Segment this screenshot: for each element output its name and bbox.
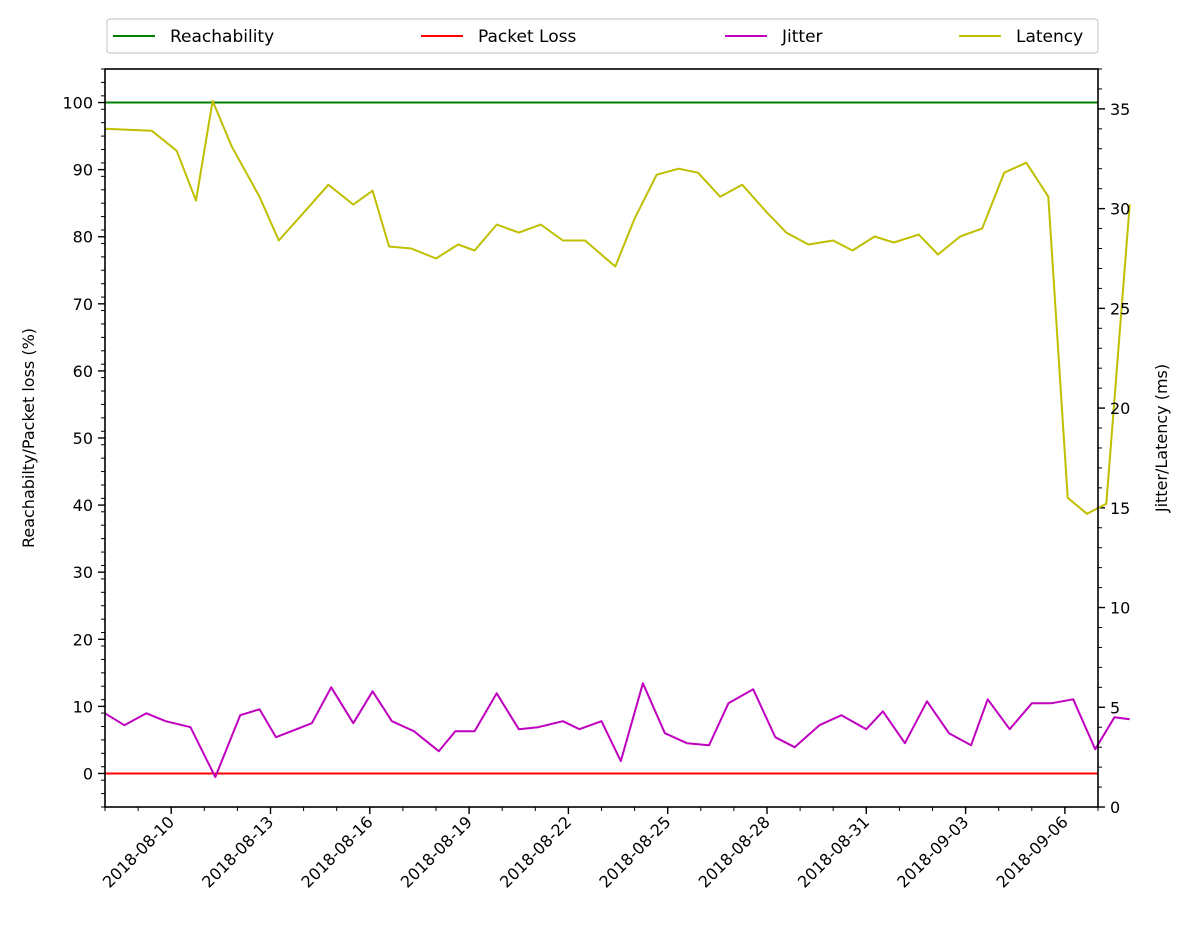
right-tick-label: 25 bbox=[1110, 299, 1130, 318]
axis-ticks bbox=[98, 68, 1105, 814]
series-line-latency bbox=[104, 99, 1131, 515]
right-tick-label: 10 bbox=[1110, 599, 1130, 618]
left-tick-label: 80 bbox=[73, 228, 93, 247]
left-tick-label: 0 bbox=[83, 764, 93, 783]
right-tick-label: 35 bbox=[1110, 100, 1130, 119]
legend-box bbox=[106, 18, 1099, 54]
legend-label-reachability: Reachability bbox=[170, 27, 274, 47]
left-tick-label: 50 bbox=[73, 429, 93, 448]
left-tick-label: 20 bbox=[73, 630, 93, 649]
right-tick-label: 5 bbox=[1110, 698, 1120, 717]
x-tick-label: 2018-08-16 bbox=[297, 812, 376, 891]
right-tick-label: 20 bbox=[1110, 399, 1130, 418]
left-tick-label: 10 bbox=[73, 697, 93, 716]
left-tick-label: 40 bbox=[73, 496, 93, 515]
x-tick-label: 2018-09-06 bbox=[993, 812, 1072, 891]
plot-frame bbox=[104, 68, 1099, 808]
series-line-jitter bbox=[104, 682, 1130, 779]
legend: Reachability Packet Loss Jitter Latency bbox=[106, 18, 1099, 54]
legend-label-jitter: Jitter bbox=[781, 27, 823, 47]
left-axis-title: Reachabilty/Packet loss (%) bbox=[19, 328, 38, 548]
right-tick-label: 15 bbox=[1110, 499, 1130, 518]
right-tick-label: 30 bbox=[1110, 200, 1130, 219]
x-tick-label: 2018-08-22 bbox=[496, 812, 575, 891]
x-tick-label: 2018-08-31 bbox=[794, 812, 873, 891]
legend-label-latency: Latency bbox=[1016, 27, 1083, 47]
left-tick-label: 100 bbox=[62, 94, 93, 113]
right-tick-label: 0 bbox=[1110, 798, 1120, 817]
left-tick-label: 30 bbox=[73, 563, 93, 582]
x-tick-label: 2018-08-19 bbox=[397, 812, 476, 891]
tick-labels: 0 10 20 30 40 50 60 70 80 90 100 0 5 10 15 20 25 30 35 2018… bbox=[62, 94, 1130, 892]
series-layer bbox=[104, 99, 1131, 779]
left-tick-label: 90 bbox=[73, 161, 93, 180]
x-tick-label: 2018-09-03 bbox=[893, 812, 972, 891]
x-tick-label: 2018-08-10 bbox=[99, 812, 178, 891]
left-tick-label: 60 bbox=[73, 362, 93, 381]
right-axis-title: Jitter/Latency (ms) bbox=[1152, 364, 1171, 513]
x-tick-label: 2018-08-25 bbox=[595, 812, 674, 891]
left-tick-label: 70 bbox=[73, 295, 93, 314]
x-tick-label: 2018-08-28 bbox=[695, 812, 774, 891]
x-tick-label: 2018-08-13 bbox=[198, 812, 277, 891]
legend-label-packet-loss: Packet Loss bbox=[478, 27, 576, 47]
